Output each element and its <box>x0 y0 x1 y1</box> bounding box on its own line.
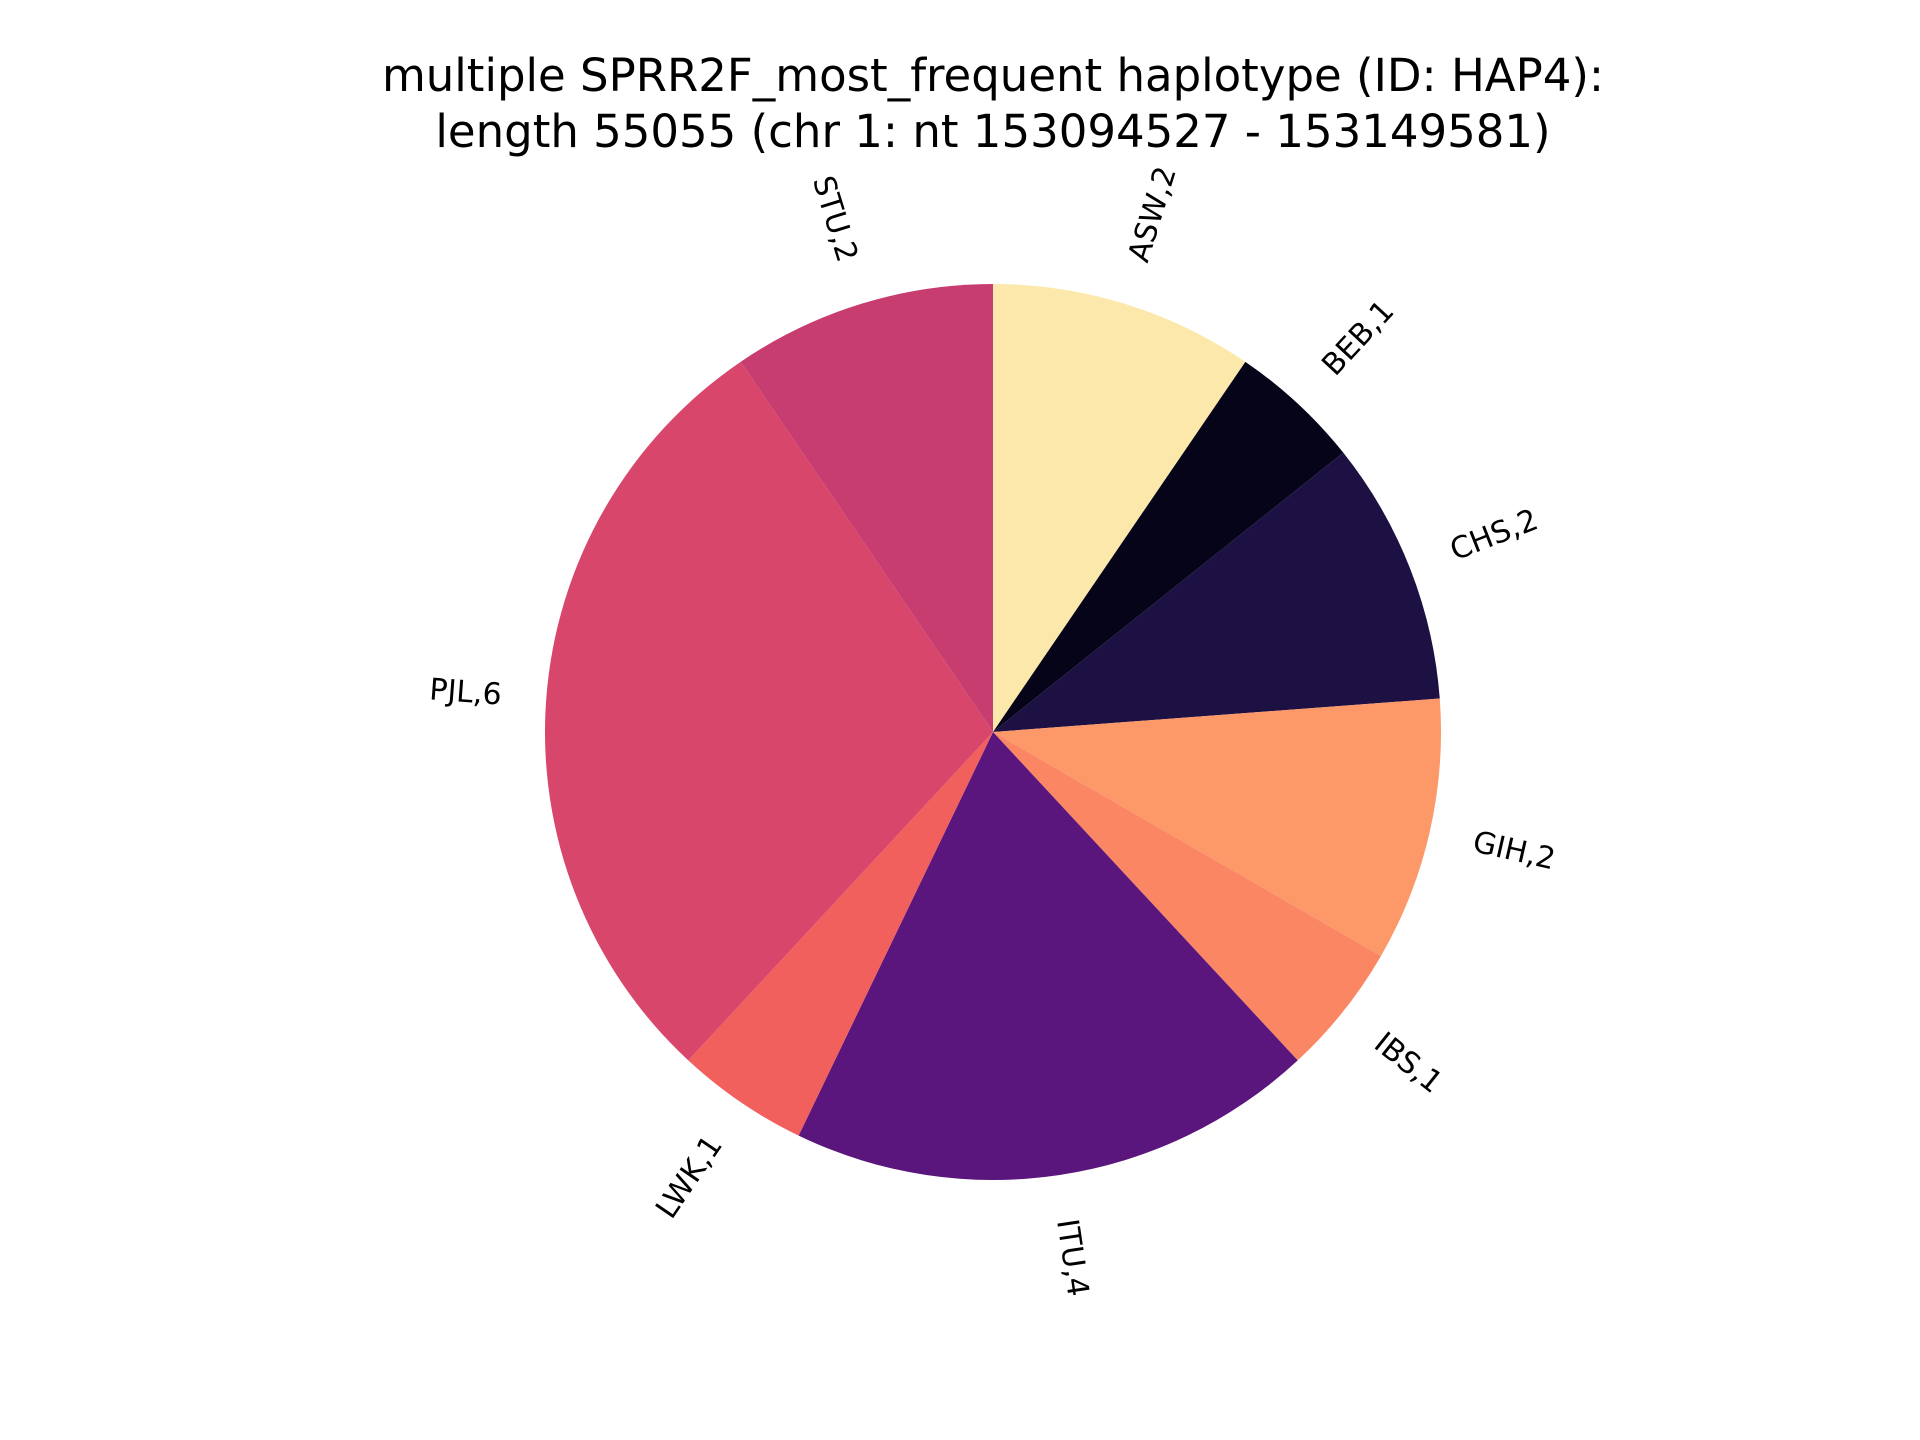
pie-slice-ibs <box>993 732 1381 1061</box>
pie-label-itu: ITU,4 <box>1049 1217 1095 1299</box>
pie-label-asw: ASW,2 <box>1122 162 1184 266</box>
pie-slice-stu <box>740 284 993 732</box>
pie-slice-lwk <box>688 732 993 1136</box>
pie-slice-beb <box>993 361 1344 732</box>
pie-label-stu: STU,2 <box>805 172 864 266</box>
pie-slice-asw <box>993 284 1246 732</box>
pie-label-lwk: LWK,1 <box>649 1129 730 1225</box>
pie-label-chs: CHS,2 <box>1445 502 1543 568</box>
pie-slice-gih <box>993 698 1442 956</box>
pie-label-pjl: PJL,6 <box>428 672 503 712</box>
pie-slices <box>544 284 1442 1180</box>
chart-title-line-2: length 55055 (chr 1: nt 153094527 - 1531… <box>435 105 1550 158</box>
pie-label-ibs: IBS,1 <box>1367 1026 1449 1101</box>
pie-label-beb: BEB,1 <box>1315 294 1401 383</box>
chart-title-line-1: multiple SPRR2F_most_frequent haplotype … <box>382 49 1604 102</box>
pie-label-gih: GIH,2 <box>1470 825 1559 878</box>
pie-slice-itu <box>798 732 1298 1180</box>
pie-slice-pjl <box>544 361 993 1061</box>
pie-slice-chs <box>993 452 1440 732</box>
